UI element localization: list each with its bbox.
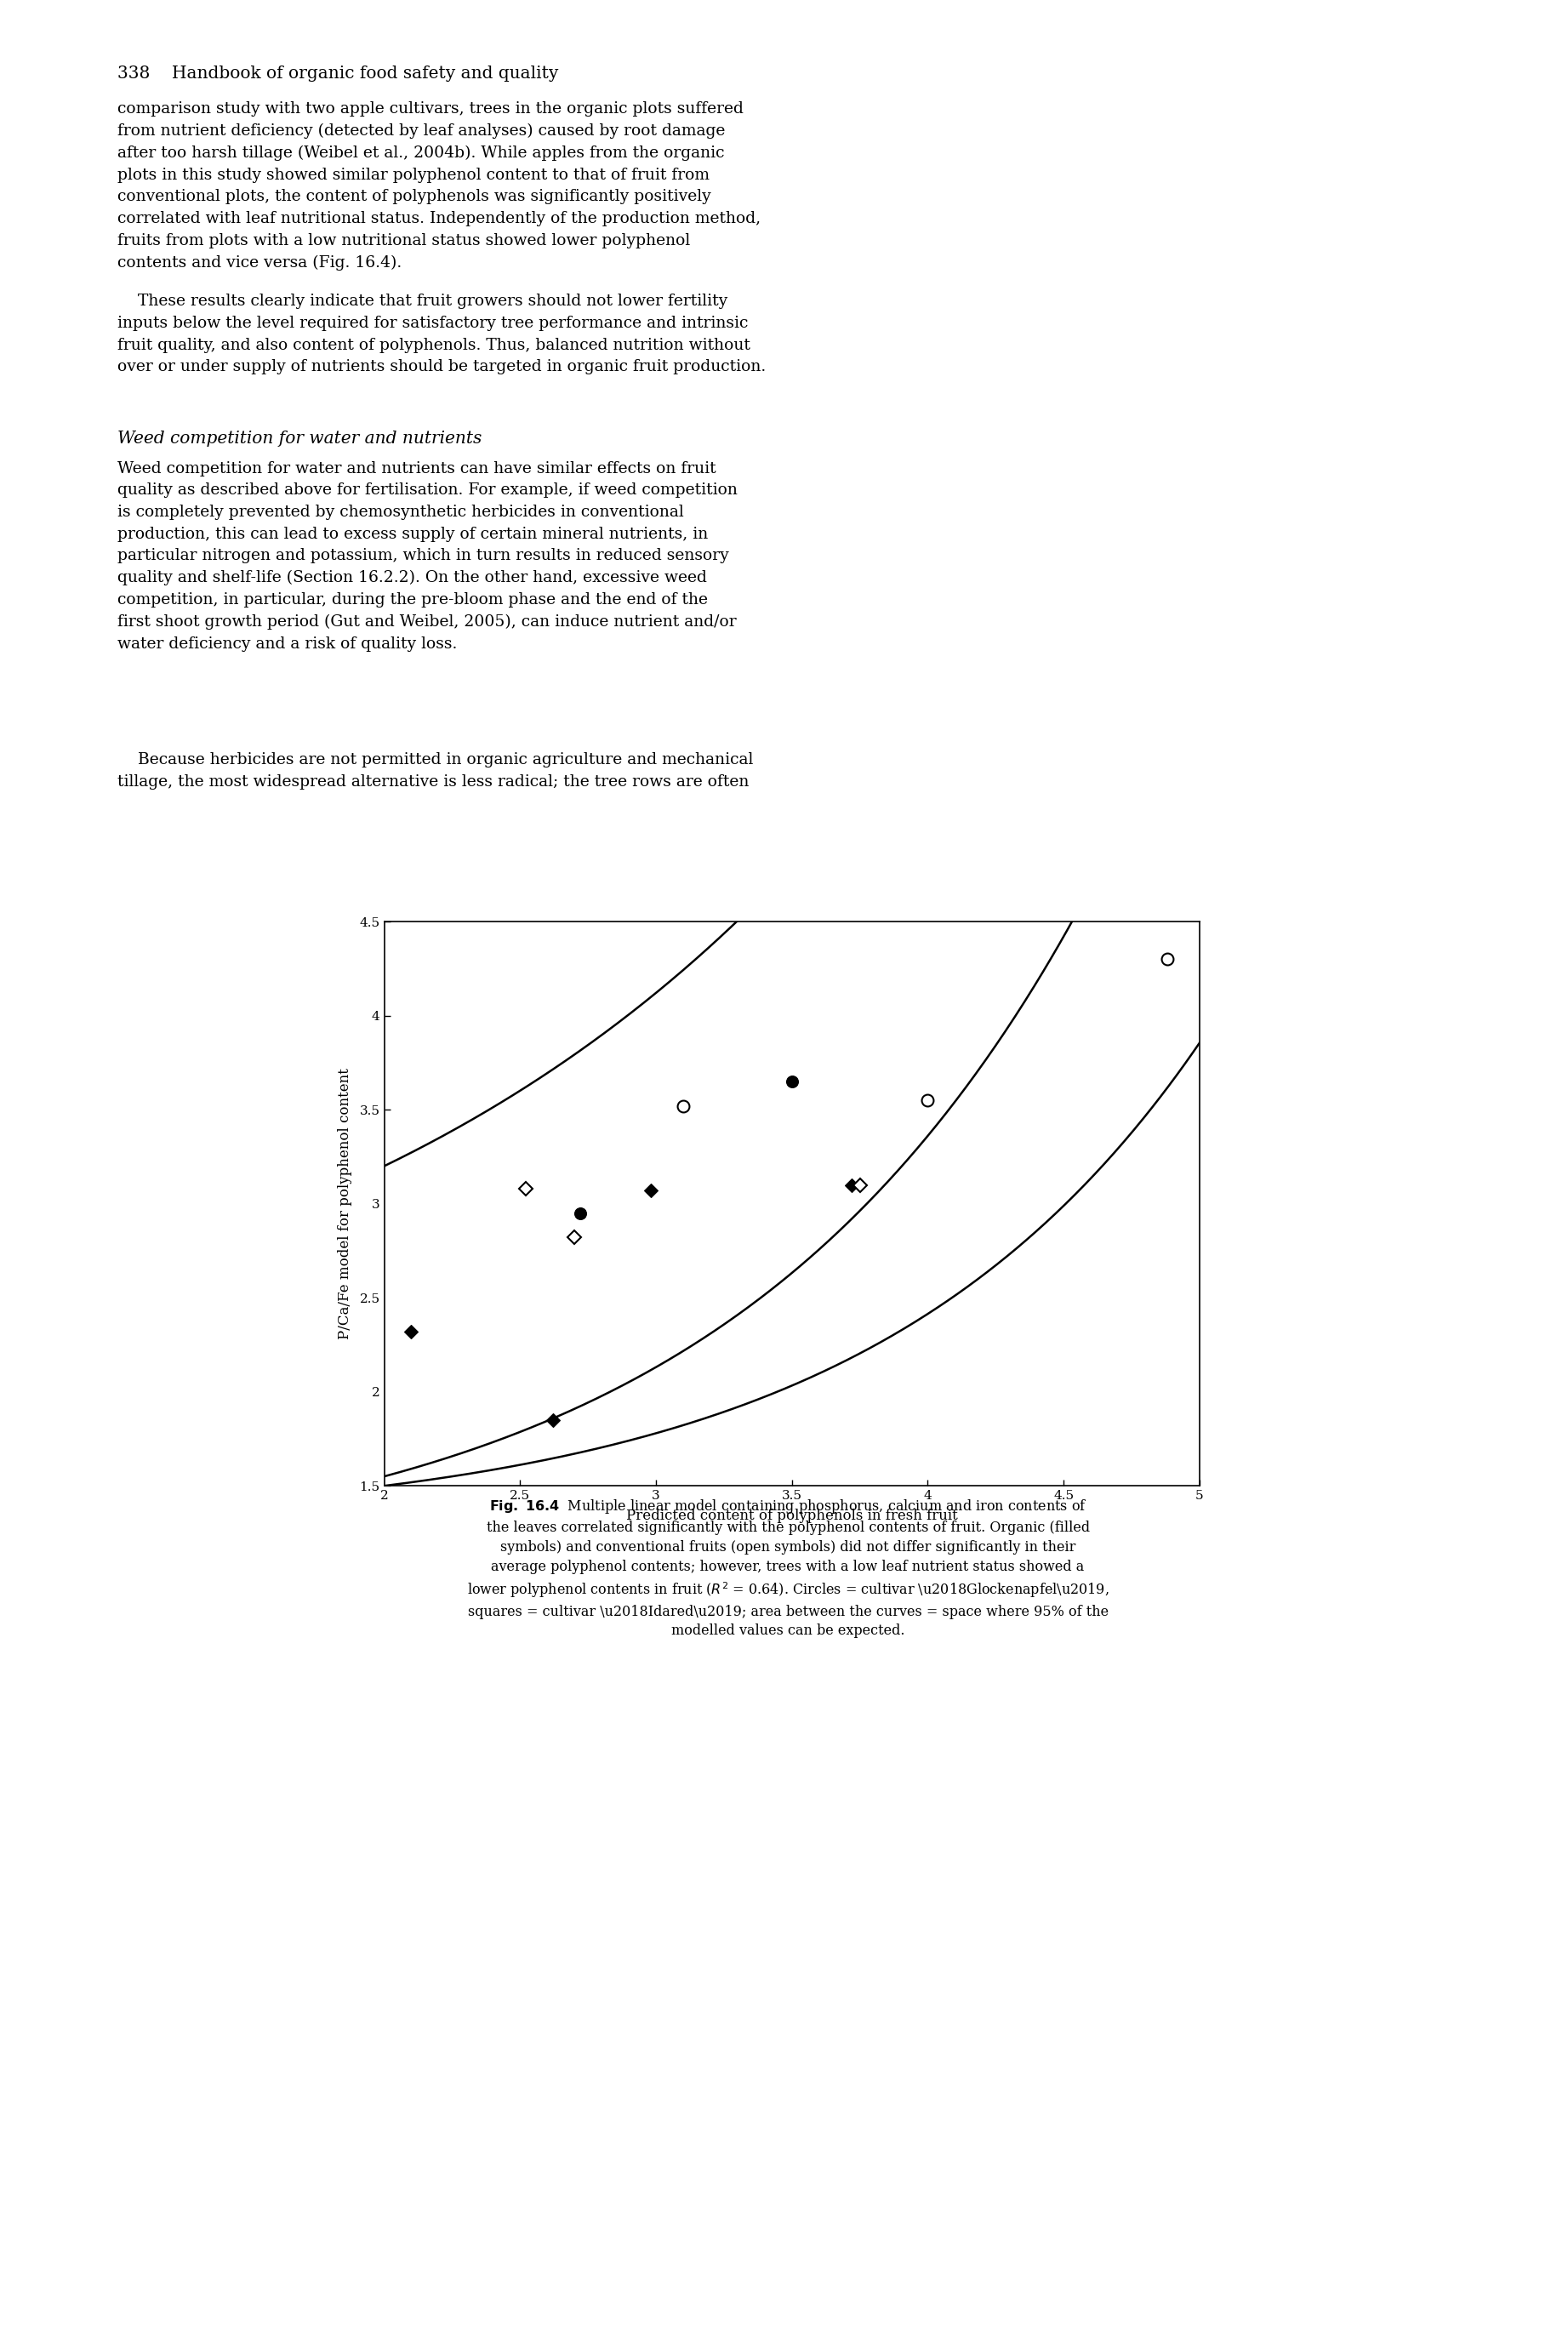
Text: Weed competition for water and nutrients can have similar effects on fruit
quali: Weed competition for water and nutrients… bbox=[118, 461, 737, 651]
Text: These results clearly indicate that fruit growers should not lower fertility
inp: These results clearly indicate that frui… bbox=[118, 294, 767, 374]
Text: comparison study with two apple cultivars, trees in the organic plots suffered
f: comparison study with two apple cultivar… bbox=[118, 101, 760, 270]
X-axis label: Predicted content of polyphenols in fresh fruit: Predicted content of polyphenols in fres… bbox=[626, 1509, 958, 1523]
Text: $\bf{Fig.\ 16.4}$  Multiple linear model containing phosphorus, calcium and iron: $\bf{Fig.\ 16.4}$ Multiple linear model … bbox=[467, 1498, 1109, 1639]
Text: Weed competition for water and nutrients: Weed competition for water and nutrients bbox=[118, 430, 481, 447]
Text: Because herbicides are not permitted in organic agriculture and mechanical
tilla: Because herbicides are not permitted in … bbox=[118, 752, 754, 790]
Y-axis label: P/Ca/Fe model for polyphenol content: P/Ca/Fe model for polyphenol content bbox=[339, 1067, 353, 1340]
Text: 338    Handbook of organic food safety and quality: 338 Handbook of organic food safety and … bbox=[118, 66, 558, 82]
